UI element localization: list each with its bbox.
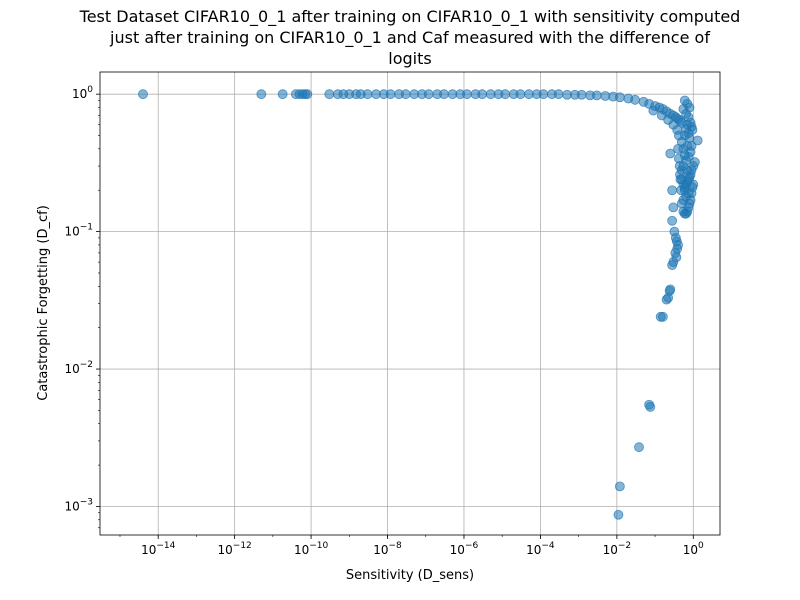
scatter-point: [648, 105, 659, 116]
x-tick-label: 10−4: [526, 541, 555, 557]
scatter-point: [400, 89, 411, 100]
title-line-1: Test Dataset CIFAR10_0_1 after training …: [79, 7, 741, 27]
x-tick-label: 10−14: [141, 541, 176, 557]
y-tick-label: 10−2: [64, 360, 93, 376]
scatter-point: [667, 260, 678, 271]
y-axis-label: Catastrophic Forgetting (D_cf): [36, 205, 51, 401]
x-tick-label: 10−6: [450, 541, 479, 557]
scatter-point: [500, 89, 511, 100]
scatter-point: [613, 509, 624, 520]
scatter-point: [661, 294, 672, 305]
x-tick-label: 10−10: [294, 541, 329, 557]
scatter-point: [678, 195, 689, 205]
title-line-2: just after training on CIFAR10_0_1 and C…: [109, 28, 710, 48]
scatter-point: [682, 141, 693, 151]
scatter-point: [673, 143, 683, 154]
scatter-point: [630, 94, 640, 105]
scatter-point: [682, 165, 693, 176]
scatter-point: [687, 124, 698, 135]
scatter-point: [614, 92, 625, 103]
y-tick-label: 10−3: [64, 497, 93, 513]
scatter-point: [462, 89, 472, 100]
y-tick-label: 10−1: [64, 223, 93, 239]
scatter-point: [538, 89, 549, 100]
scatter-point: [675, 174, 686, 185]
scatter-point: [692, 135, 703, 146]
scatter-point: [138, 89, 148, 100]
scatter-point: [324, 89, 335, 100]
scatter-point: [515, 89, 526, 100]
scatter-point: [477, 89, 488, 100]
title-line-3: logits: [388, 49, 431, 68]
scatter-point: [684, 133, 695, 143]
plot-frame: [99, 71, 721, 536]
grid-lines: [100, 72, 720, 535]
x-axis-ticks: 10−14 10−12 10−10 10−8 10−6 10−4 10−2 100: [119, 535, 704, 557]
scatter-point: [679, 150, 690, 161]
scatter-point: [634, 442, 644, 453]
scatter-point: [553, 89, 564, 100]
scatter-point: [591, 90, 602, 101]
x-tick-label: 10−12: [218, 541, 252, 557]
scatter-point: [385, 89, 396, 100]
scatter-points: [138, 89, 703, 520]
scatter-point: [645, 402, 656, 412]
y-axis-ticks: 10−3 10−2 10−1 100: [64, 85, 100, 529]
chart-title: Test Dataset CIFAR10_0_1 after training …: [79, 7, 741, 68]
x-tick-label: 10−8: [373, 541, 402, 557]
scatter-point: [668, 202, 679, 213]
x-tick-label: 10−2: [603, 541, 632, 557]
x-tick-label: 100: [683, 541, 704, 557]
scatter-point: [665, 148, 676, 159]
y-tick-label: 100: [72, 85, 93, 101]
scatter-point: [614, 481, 625, 492]
scatter-point: [667, 185, 678, 196]
scatter-point: [576, 89, 587, 100]
scatter-point: [678, 206, 689, 217]
x-axis-label: Sensitivity (D_sens): [346, 568, 474, 583]
scatter-point: [667, 215, 678, 226]
scatter-point: [655, 311, 666, 322]
scatter-point: [302, 89, 313, 100]
scatter-point: [439, 89, 449, 100]
scatter-point: [362, 89, 373, 100]
scatter-point: [277, 89, 288, 100]
scatter-point: [423, 89, 434, 100]
scatter-point: [256, 89, 267, 100]
